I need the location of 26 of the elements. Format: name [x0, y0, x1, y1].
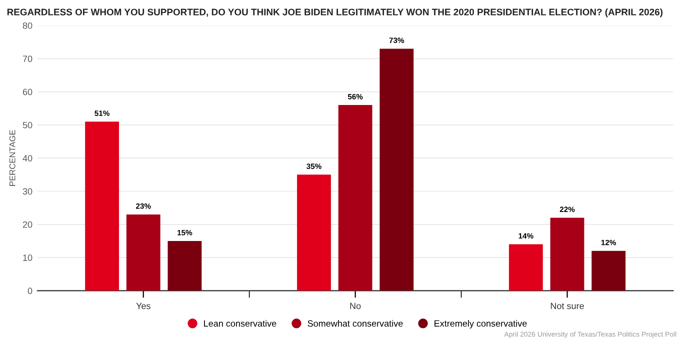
bar [126, 214, 160, 291]
bar [508, 244, 543, 291]
y-tick-label: 20 [22, 221, 32, 228]
legend-label: Extremely conservative [434, 320, 527, 328]
chart-title: REGARDLESS OF WHOM YOU SUPPORTED, DO YOU THINK JOE BIDEN LEGITIMATELY WON THE 2020 PRESIDENTIAL ELECTION? (APRIL 2026) [7, 8, 662, 18]
y-tick-label: 60 [22, 88, 32, 96]
bar [550, 218, 584, 291]
bar [338, 105, 372, 291]
y-tick-label: 10 [23, 254, 32, 261]
y-tick-label: 40 [22, 155, 32, 162]
y-tick-label: 70 [22, 56, 32, 62]
bar [168, 240, 202, 291]
bar [85, 122, 119, 291]
y-tick-label: 0 [28, 288, 32, 294]
y-tick-label: 50 [22, 122, 32, 128]
x-tick-label: Not sure [550, 302, 584, 310]
bar [380, 48, 414, 291]
legend-label: Lean conservative [204, 320, 276, 327]
y-axis-title: PERCENTAGE [9, 130, 16, 186]
bar [592, 250, 626, 291]
x-tick-label: Yes [136, 302, 150, 310]
legend-label: Somewhat conservative [308, 320, 403, 327]
x-tick-label: No [350, 302, 361, 310]
y-tick-label: 80 [22, 22, 32, 29]
y-tick-label: 30 [22, 188, 32, 195]
bar [297, 174, 331, 291]
